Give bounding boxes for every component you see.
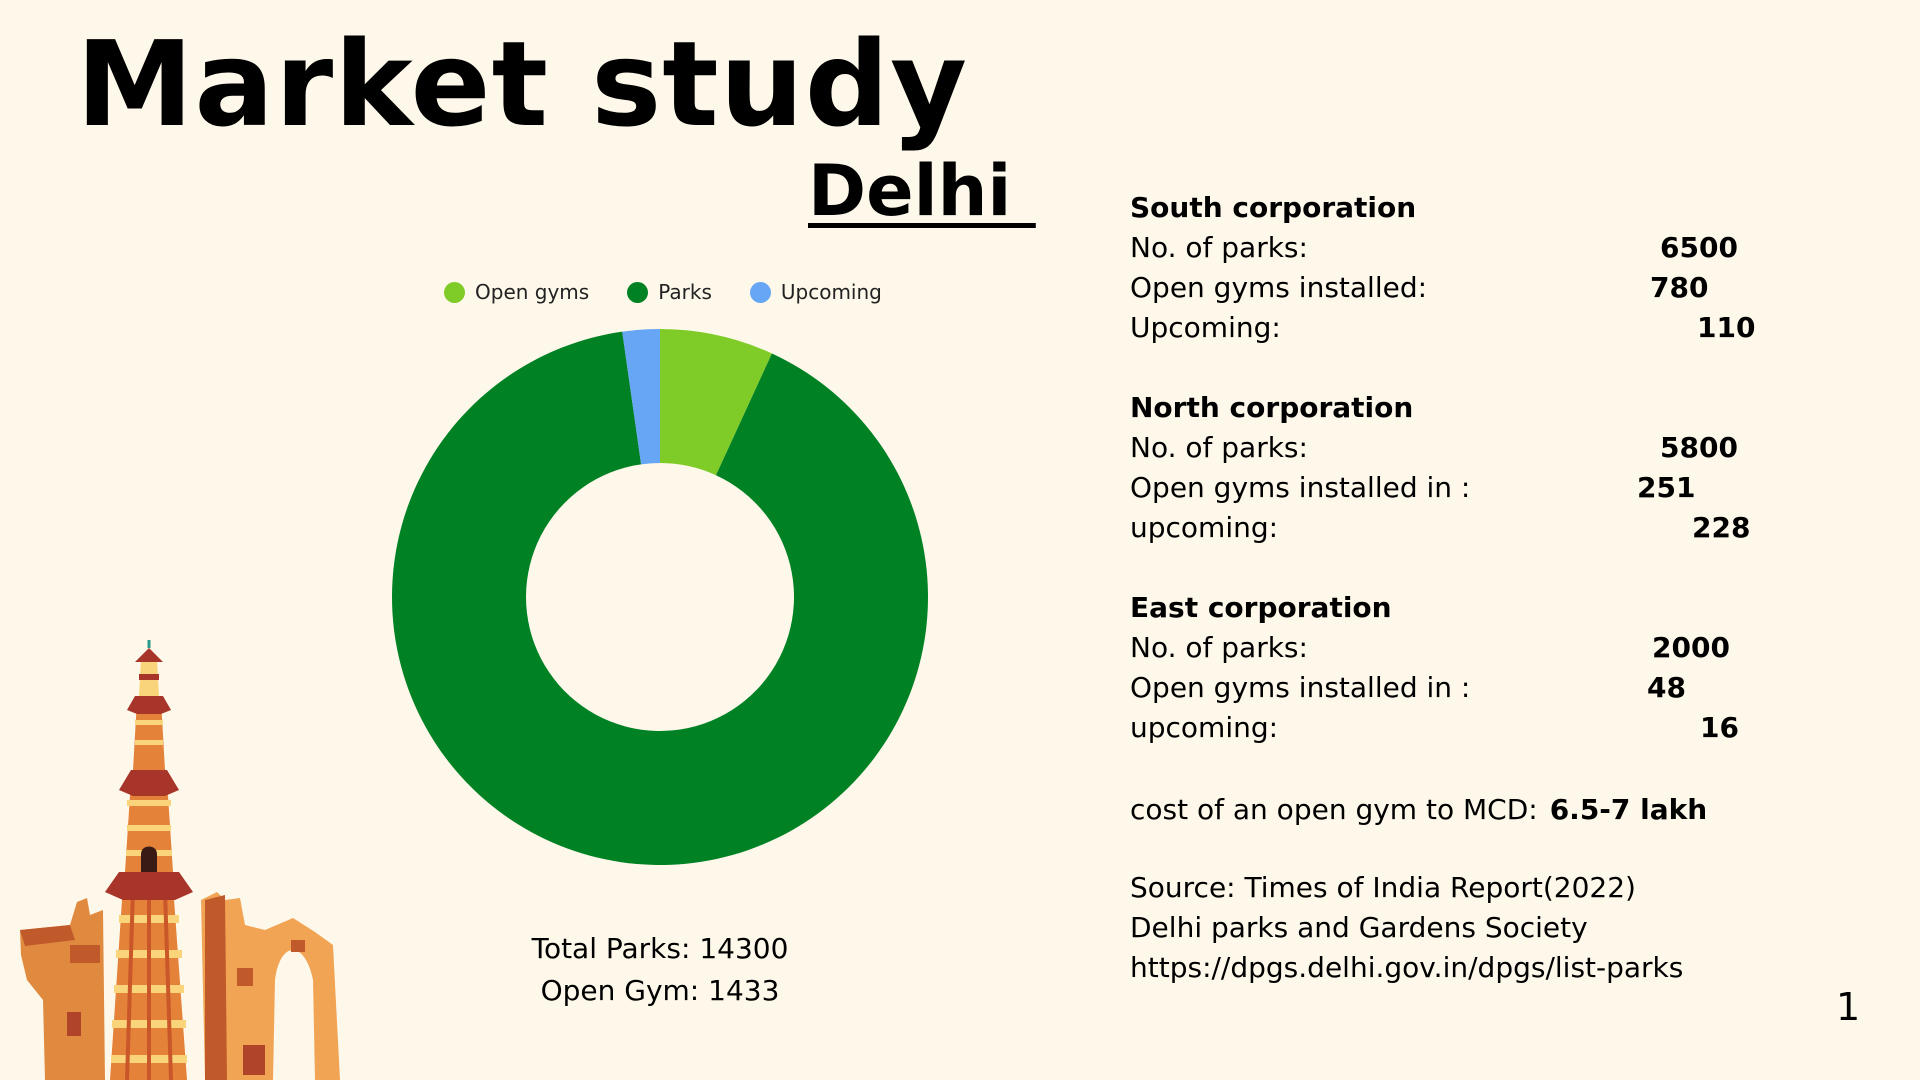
stat-row: No. of parks: 6500 [1130, 228, 1750, 268]
corp-south: South corporation No. of parks: 6500 Open… [1130, 188, 1755, 348]
corporation-stats: South corporation No. of parks: 6500 Open… [1130, 188, 1755, 988]
source-url: https://dpgs.delhi.gov.in/dpgs/list-park… [1130, 951, 1684, 984]
stat-value: 48 [1647, 671, 1686, 704]
stat-value: 780 [1650, 271, 1709, 304]
corp-north: North corporation No. of parks: 5800 Open… [1130, 388, 1750, 548]
donut-slice-open-gyms [660, 329, 772, 476]
cost-label: cost of an open gym to MCD: [1130, 793, 1538, 826]
donut-slice-parks [392, 331, 928, 865]
legend-item-open-gyms: Open gyms [444, 280, 589, 304]
stat-label: No. of parks: [1130, 431, 1308, 464]
chart-legend: Open gyms Parks Upcoming [444, 280, 882, 304]
legend-label-parks: Parks [658, 280, 712, 304]
stat-label: Upcoming: [1130, 311, 1281, 344]
donut-slice-upcoming [622, 329, 660, 465]
cost-value: 6.5-7 lakh [1549, 793, 1708, 826]
stat-label: Open gyms installed in : [1130, 471, 1471, 504]
stat-value: 5800 [1660, 431, 1738, 464]
legend-label-upcoming: Upcoming [780, 280, 882, 304]
stat-row: No. of parks: 2000 [1130, 628, 1750, 668]
stat-row: upcoming: 228 [1130, 508, 1750, 548]
stat-value: 6500 [1660, 231, 1738, 264]
legend-dot-open-gyms [444, 281, 465, 303]
stat-label: upcoming: [1130, 511, 1279, 544]
legend-dot-parks [627, 281, 649, 303]
total-parks-text: Total Parks: 14300 [531, 932, 789, 965]
open-gym-text: Open Gym: 1433 [540, 974, 780, 1007]
corp-name: East corporation [1130, 591, 1392, 624]
source-block: Source: Times of India Report(2022) Delh… [1130, 868, 1750, 988]
stat-value: 2000 [1652, 631, 1730, 664]
corp-name: South corporation [1130, 191, 1417, 224]
page-title: Market study [76, 15, 969, 153]
corp-name: North corporation [1130, 391, 1414, 424]
corp-east: East corporation No. of parks: 2000 Open … [1130, 588, 1750, 748]
stat-row: Open gyms installed in : 251 [1130, 468, 1750, 508]
legend-dot-upcoming [749, 281, 771, 303]
legend-item-parks: Parks [627, 280, 712, 304]
stat-value: 228 [1692, 511, 1751, 544]
stat-label: Open gyms installed in : [1130, 671, 1471, 704]
stat-label: upcoming: [1130, 711, 1279, 744]
city-subtitle: Delhi [808, 150, 1036, 232]
stat-value: 110 [1697, 311, 1756, 344]
source-line: Source: Times of India Report(2022) [1130, 871, 1636, 904]
cost-line: cost of an open gym to MCD: 6.5-7 lakh [1130, 788, 1750, 832]
stat-row: No. of parks: 5800 [1130, 428, 1750, 468]
stat-row: upcoming: 16 [1130, 708, 1750, 748]
legend-item-upcoming: Upcoming [749, 280, 882, 304]
stat-label: No. of parks: [1130, 631, 1308, 664]
source-org: Delhi parks and Gardens Society [1130, 911, 1588, 944]
stat-label: No. of parks: [1130, 231, 1308, 264]
stat-value: 16 [1700, 711, 1739, 744]
legend-label-open-gyms: Open gyms [475, 280, 590, 304]
page-number: 1 [1836, 985, 1861, 1029]
stat-value: 251 [1637, 471, 1696, 504]
stat-row: Open gyms installed: 780 [1130, 268, 1750, 308]
stat-row: Open gyms installed in : 48 [1130, 668, 1750, 708]
stat-label: Open gyms installed: [1130, 271, 1428, 304]
stat-row: Upcoming: 110 [1130, 308, 1755, 348]
donut-chart [392, 329, 928, 865]
totals-block: Total Parks: 14300 Open Gym: 1433 [460, 928, 860, 1012]
qutub-minar-illustration [20, 640, 340, 1080]
